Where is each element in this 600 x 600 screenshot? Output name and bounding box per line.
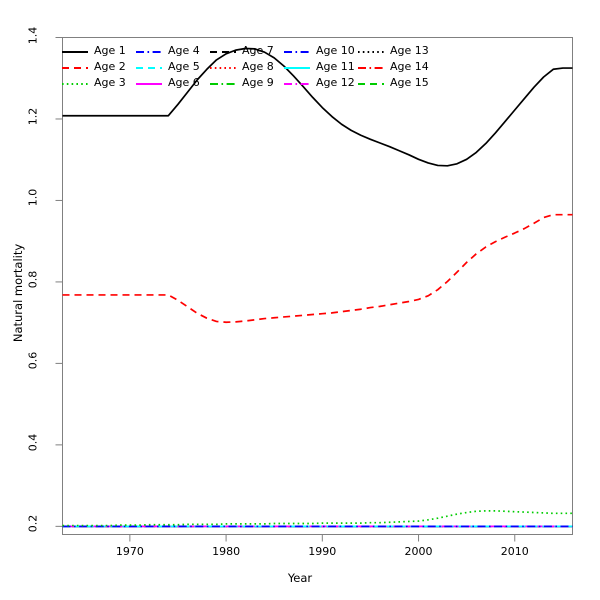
- legend-key-age-3: [62, 83, 88, 85]
- legend-label-age-4: Age 4: [168, 44, 200, 57]
- legend-label-age-13: Age 13: [390, 44, 429, 57]
- y-tick-label-1.0: 1.0: [26, 189, 39, 207]
- y-tick-label-0.2: 0.2: [26, 515, 39, 533]
- legend-key-age-1: [62, 51, 88, 53]
- legend-label-age-14: Age 14: [390, 60, 429, 73]
- legend-label-age-12: Age 12: [316, 76, 355, 89]
- legend-key-age-11: [284, 67, 310, 69]
- legend-label-age-15: Age 15: [390, 76, 429, 89]
- legend-label-age-3: Age 3: [94, 76, 126, 89]
- legend-key-age-8: [210, 67, 236, 69]
- y-tick-label-1.4: 1.4: [26, 26, 39, 44]
- legend-key-age-15: [358, 83, 384, 85]
- legend-key-age-4: [136, 51, 162, 53]
- series-line-age-2: [62, 213, 573, 324]
- legend-label-age-1: Age 1: [94, 44, 126, 57]
- series-line-age-1: [62, 47, 573, 167]
- legend-label-age-2: Age 2: [94, 60, 126, 73]
- legend-key-age-13: [358, 51, 384, 53]
- x-tick-label-2000: 2000: [404, 544, 433, 558]
- x-tick-label-1980: 1980: [212, 544, 241, 558]
- y-axis-title: Natural mortality: [11, 243, 25, 343]
- plot-frame: [62, 37, 573, 535]
- chart-legend: Age 1 Age 2 Age 3 Age 4 Age 5 Age 6 Age 7 Age 8…: [62, 44, 432, 96]
- legend-label-age-8: Age 8: [242, 60, 274, 73]
- legend-key-age-5: [136, 67, 162, 69]
- legend-key-age-9: [210, 83, 236, 85]
- legend-label-age-5: Age 5: [168, 60, 200, 73]
- legend-key-age-2: [62, 67, 88, 69]
- y-tick-label-0.8: 0.8: [26, 270, 39, 289]
- x-tick-label-2010: 2010: [500, 544, 529, 558]
- y-tick-label-0.6: 0.6: [26, 352, 39, 370]
- legend-label-age-7: Age 7: [242, 44, 274, 57]
- y-tick-label-0.4: 0.4: [26, 433, 39, 452]
- x-tick-label-1990: 1990: [308, 544, 337, 558]
- series-line-age-3: [62, 510, 573, 527]
- legend-label-age-6: Age 6: [168, 76, 200, 89]
- legend-key-age-7: [210, 51, 236, 53]
- y-tick-label-1.2: 1.2: [26, 107, 39, 126]
- legend-label-age-11: Age 11: [316, 60, 355, 73]
- legend-label-age-10: Age 10: [316, 44, 355, 57]
- legend-key-age-12: [284, 83, 310, 85]
- legend-key-age-14: [358, 67, 384, 69]
- x-tick-label-1970: 1970: [115, 544, 144, 558]
- legend-key-age-6: [136, 83, 162, 85]
- x-axis-title: Year: [287, 571, 313, 585]
- legend-label-age-9: Age 9: [242, 76, 274, 89]
- legend-key-age-10: [284, 51, 310, 53]
